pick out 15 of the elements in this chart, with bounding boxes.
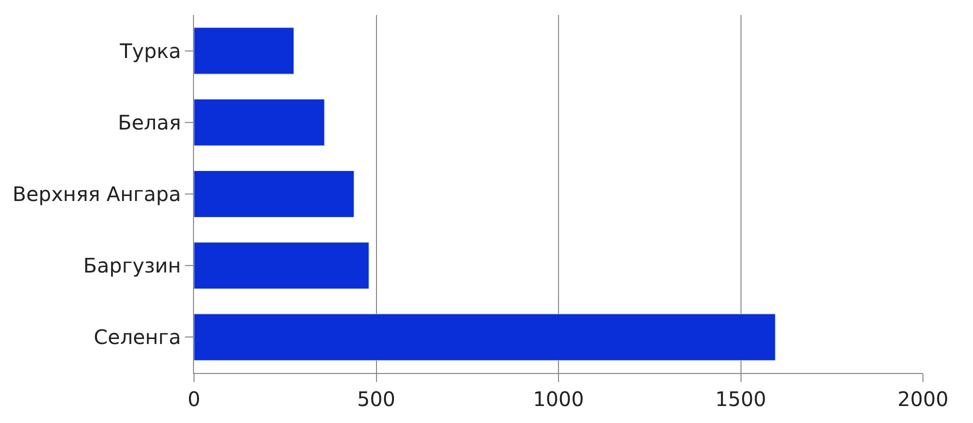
y-tick-label: Баргузин <box>83 254 181 278</box>
x-tick-label: 0 <box>188 387 200 411</box>
x-tick-label: 2000 <box>898 387 948 411</box>
x-tick-label: 500 <box>357 387 396 411</box>
y-tick-label: Селенга <box>94 325 181 350</box>
y-tick-label: Турка <box>118 38 181 63</box>
x-tick-label: 1500 <box>715 387 766 411</box>
bar <box>194 242 370 290</box>
y-tick-label: Верхняя Ангара <box>12 182 181 206</box>
bar <box>194 314 776 361</box>
bar <box>194 98 325 146</box>
bar <box>194 170 354 218</box>
bar <box>194 27 294 74</box>
y-tick-label: Белая <box>118 110 181 134</box>
x-tick-label: 1000 <box>533 387 584 411</box>
